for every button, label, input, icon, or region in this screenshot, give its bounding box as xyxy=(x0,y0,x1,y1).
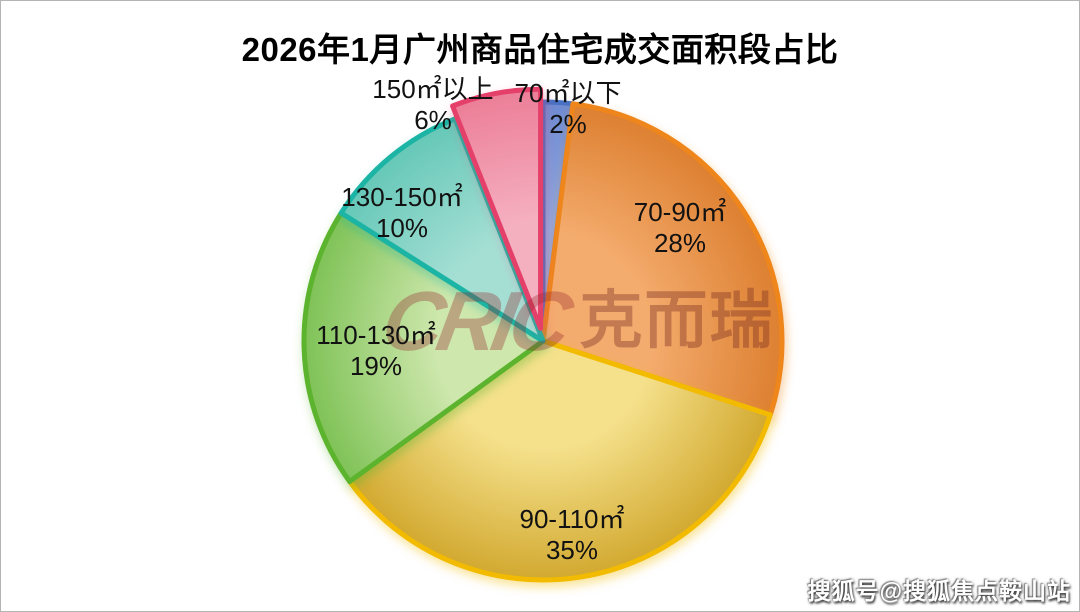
slice-label-70to90: 70-90㎡ 28% xyxy=(634,197,727,259)
pie-slice-90to110 xyxy=(347,338,773,583)
slice-category: 70-90㎡ xyxy=(633,197,727,227)
sohu-watermark: 搜狐号@搜狐焦点鞍山站 xyxy=(807,578,1071,604)
slice-percent: 19% xyxy=(349,351,403,381)
slice-percent: 28% xyxy=(653,228,707,258)
slice-label-110to130: 110-130㎡ 19% xyxy=(316,320,436,382)
slice-percent: 6% xyxy=(414,105,452,135)
slice-percent: 2% xyxy=(549,109,587,139)
slice-category: 70㎡以下 xyxy=(514,78,622,108)
slice-percent: 10% xyxy=(375,213,429,243)
pie-slice-70to90 xyxy=(540,101,785,418)
slice-category: 110-130㎡ xyxy=(316,320,436,350)
pie-slice-130to150 xyxy=(338,116,546,344)
slice-label-under70: 70㎡以下 2% xyxy=(515,78,622,140)
slice-category: 150㎡以上 xyxy=(372,74,494,104)
slice-category: 130-150㎡ xyxy=(341,182,463,212)
slice-label-over150: 150㎡以上 6% xyxy=(372,74,493,136)
pie-slice-110to130 xyxy=(301,210,546,484)
pie-slice-over150 xyxy=(450,86,544,331)
slice-label-130to150: 130-150㎡ 10% xyxy=(341,182,462,244)
slice-category: 90-110㎡ xyxy=(519,504,625,534)
slice-percent: 35% xyxy=(545,535,599,565)
slice-label-90to110: 90-110㎡ 35% xyxy=(519,504,624,566)
chart-title: 2026年1月广州商品住宅成交面积段占比 xyxy=(241,31,839,68)
